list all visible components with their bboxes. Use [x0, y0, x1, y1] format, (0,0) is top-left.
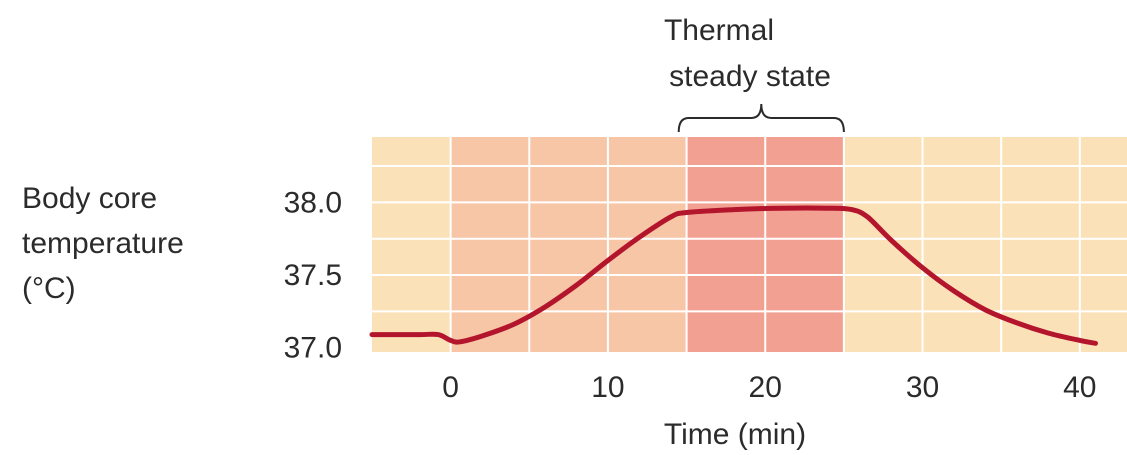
region-0 — [372, 137, 451, 352]
region-1 — [451, 137, 687, 352]
x-tick-label-0: 0 — [442, 371, 459, 404]
y-axis-label-line-3: (°C) — [22, 272, 76, 305]
x-tick-label-3: 30 — [906, 371, 939, 404]
region-3 — [844, 137, 1127, 352]
y-axis-label: Body core temperature (°C) — [22, 182, 184, 305]
y-tick-label-2: 38.0 — [284, 186, 342, 219]
annotation-line-2: steady state — [669, 60, 831, 93]
steady-state-bracket — [679, 104, 844, 132]
x-axis-label: Time (min) — [664, 418, 806, 451]
y-axis-label-line-2: temperature — [22, 227, 184, 260]
annotation-line-1: Thermal — [664, 14, 774, 47]
steady-state-annotation: Thermal steady state — [664, 14, 844, 132]
x-tick-labels: 0 10 20 30 40 — [442, 371, 1096, 404]
x-tick-label-4: 40 — [1063, 371, 1096, 404]
y-tick-labels: 37.0 37.5 38.0 — [284, 186, 342, 364]
x-tick-label-1: 10 — [591, 371, 624, 404]
y-tick-label-0: 37.0 — [284, 332, 342, 365]
y-axis-label-line-1: Body core — [22, 182, 157, 215]
x-tick-label-2: 20 — [749, 371, 782, 404]
y-tick-label-1: 37.5 — [284, 259, 342, 292]
